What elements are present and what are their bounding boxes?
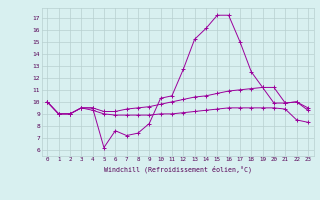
X-axis label: Windchill (Refroidissement éolien,°C): Windchill (Refroidissement éolien,°C) — [104, 165, 252, 173]
